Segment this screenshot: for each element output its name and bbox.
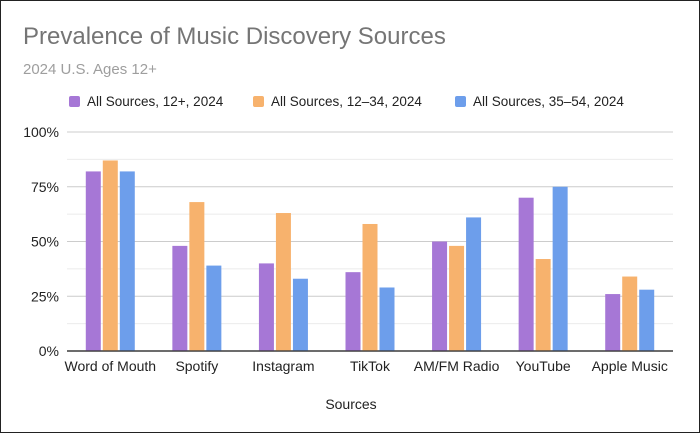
bar-2	[622, 276, 638, 351]
bar-2	[102, 160, 118, 351]
bar-2	[189, 202, 205, 351]
bar-3	[639, 289, 655, 351]
y-tick-label: 75%	[31, 179, 59, 195]
x-tick-label: AM/FM Radio	[414, 358, 500, 374]
x-tick-label: TikTok	[350, 358, 391, 374]
legend-swatch-3	[455, 95, 466, 107]
chart-title: Prevalence of Music Discovery Sources	[23, 23, 446, 50]
bar-2	[275, 213, 291, 351]
x-tick-label: Word of Mouth	[65, 358, 157, 374]
legend-label-3: All Sources, 35–54, 2024	[473, 93, 624, 109]
x-tick-label: Spotify	[175, 358, 218, 374]
legend-label-1: All Sources, 12+, 2024	[87, 93, 224, 109]
bar-3	[379, 287, 395, 351]
x-tick-label: Instagram	[252, 358, 314, 374]
bar-1	[605, 294, 621, 351]
bar-1	[345, 272, 361, 351]
bar-1	[172, 245, 188, 351]
y-tick-label: 50%	[31, 234, 59, 250]
legend-item-3: All Sources, 35–54, 2024	[455, 91, 624, 111]
legend-item-1: All Sources, 12+, 2024	[69, 91, 223, 111]
chart-subtitle: 2024 U.S. Ages 12+	[23, 61, 157, 78]
legend-swatch-1	[69, 95, 80, 107]
legend-item-2: All Sources, 12–34, 2024	[253, 91, 422, 111]
y-tick-label: 0%	[39, 343, 59, 359]
bar-1	[85, 171, 101, 351]
bar-1	[432, 241, 448, 351]
y-tick-label: 25%	[31, 288, 59, 304]
bar-2	[362, 223, 378, 351]
bar-2	[535, 259, 551, 351]
bar-3	[206, 265, 222, 351]
bar-3	[466, 217, 482, 351]
x-axis-label: Sources	[325, 396, 377, 412]
bar-3	[552, 186, 568, 351]
bar-2	[449, 245, 465, 351]
legend-swatch-2	[253, 95, 264, 107]
y-tick-label: 100%	[23, 124, 59, 140]
bar-1	[258, 263, 274, 351]
x-tick-label: YouTube	[516, 358, 571, 374]
legend-label-2: All Sources, 12–34, 2024	[271, 93, 422, 109]
bar-3	[119, 171, 135, 351]
bar-1	[518, 197, 534, 351]
x-tick-label: Apple Music	[592, 358, 668, 374]
bar-3	[292, 278, 308, 351]
